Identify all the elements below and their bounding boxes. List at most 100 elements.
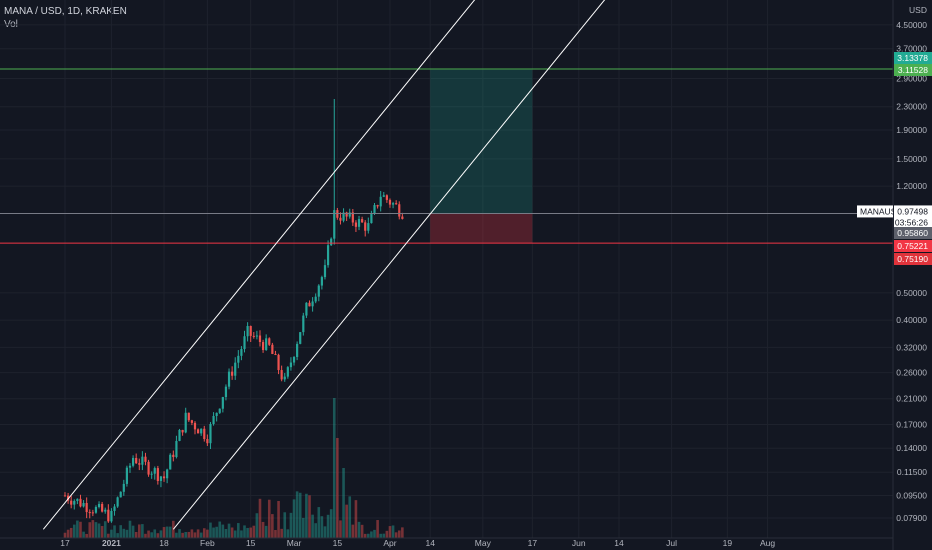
x-tick-label: 18 <box>159 538 169 548</box>
candle-body <box>234 362 237 376</box>
candle-body <box>342 212 345 221</box>
candle-body <box>351 212 354 223</box>
volume-bar <box>122 528 126 538</box>
candle-body <box>110 510 113 522</box>
candle-body <box>320 277 323 286</box>
volume-bars <box>63 398 404 538</box>
volume-bar <box>144 533 147 538</box>
candle-body <box>73 501 76 505</box>
y-tick-label: 1.90000 <box>896 125 927 135</box>
candle-body <box>227 371 231 387</box>
x-tick-label: Mar <box>287 538 302 548</box>
candle-body <box>339 217 342 221</box>
candle-body <box>147 461 150 475</box>
volume-bar <box>165 526 169 538</box>
currency-label: USD <box>909 5 927 15</box>
candlesticks <box>63 99 404 523</box>
candle-body <box>125 467 128 484</box>
candle-body <box>395 203 398 205</box>
candle-body <box>330 238 333 246</box>
candle-body <box>268 338 271 345</box>
candle-body <box>398 204 401 217</box>
x-tick-label: 15 <box>246 538 256 548</box>
y-tick-label: 2.90000 <box>896 73 927 83</box>
candle-body <box>221 397 224 409</box>
y-tick-label: 0.32000 <box>896 342 927 352</box>
volume-bar <box>370 531 373 538</box>
volume-bar <box>332 398 336 538</box>
volume-bar <box>240 530 243 538</box>
candle-body <box>308 302 311 307</box>
volume-bar <box>79 521 82 538</box>
volume-bar <box>153 529 157 538</box>
x-tick-label: May <box>475 538 492 548</box>
last-price-bg <box>894 205 932 229</box>
candle-body <box>144 456 147 462</box>
volume-bar <box>125 529 129 538</box>
candle-body <box>107 509 110 522</box>
candle-body <box>128 465 132 468</box>
candle-body <box>373 205 376 214</box>
stop-price-label-2-bg <box>894 253 932 265</box>
candle-body <box>76 498 79 502</box>
candle-body <box>175 440 178 458</box>
volume-bar <box>97 523 101 538</box>
candle-body <box>88 512 91 514</box>
candle-body <box>364 222 367 231</box>
candle-body <box>345 212 348 217</box>
candle-body <box>141 456 144 465</box>
candle-body <box>70 500 73 505</box>
candle-body <box>131 457 135 466</box>
x-tick-label: Apr <box>383 538 396 548</box>
candle-body <box>361 219 364 223</box>
x-tick-label: 17 <box>60 538 70 548</box>
volume-bar <box>394 532 398 538</box>
candle-body <box>178 429 181 441</box>
candle-body <box>277 354 280 371</box>
volume-bar <box>131 525 135 538</box>
volume-bar <box>391 525 395 538</box>
level-price-label-bg <box>894 227 932 239</box>
y-tick-label: 0.09500 <box>896 491 927 501</box>
volume-bar <box>215 526 218 538</box>
candle-body <box>370 213 373 224</box>
candle-body <box>218 408 221 413</box>
x-tick-label: Jul <box>666 538 677 548</box>
volume-bar <box>360 524 364 538</box>
channel-lower-line <box>172 0 606 530</box>
candle-body <box>388 199 392 205</box>
volume-bar <box>329 509 333 538</box>
y-tick-label: 0.17000 <box>896 420 927 430</box>
y-tick-label: 0.50000 <box>896 288 927 298</box>
volume-bar <box>379 533 382 538</box>
candle-body <box>113 506 116 511</box>
volume-bar <box>243 525 246 538</box>
volume-bar <box>221 524 225 538</box>
candle-body <box>311 301 314 307</box>
volume-bar <box>66 529 70 538</box>
volume-bar <box>382 533 386 538</box>
volume-bar <box>230 527 234 538</box>
candle-body <box>94 506 98 513</box>
candle-body <box>401 216 404 219</box>
candle-body <box>385 195 388 200</box>
volume-bar <box>345 504 348 538</box>
candle-body <box>274 353 277 355</box>
candle-body <box>203 428 206 440</box>
volume-bar <box>156 533 160 538</box>
volume-bar <box>128 520 132 538</box>
volume-bar <box>323 526 327 538</box>
x-tick-label: 14 <box>614 538 624 548</box>
y-tick-label: 4.50000 <box>896 20 927 30</box>
volume-bar <box>212 527 215 538</box>
volume-bar <box>224 528 228 538</box>
symbol-tag: MANAUSD <box>860 206 903 216</box>
volume-bar <box>116 533 119 538</box>
volume-bar <box>227 523 231 538</box>
volume-bar <box>218 521 222 538</box>
volume-bar <box>308 495 311 538</box>
candle-body <box>187 412 190 421</box>
x-tick-label: Feb <box>200 538 215 548</box>
x-tick-label: Jun <box>572 538 586 548</box>
